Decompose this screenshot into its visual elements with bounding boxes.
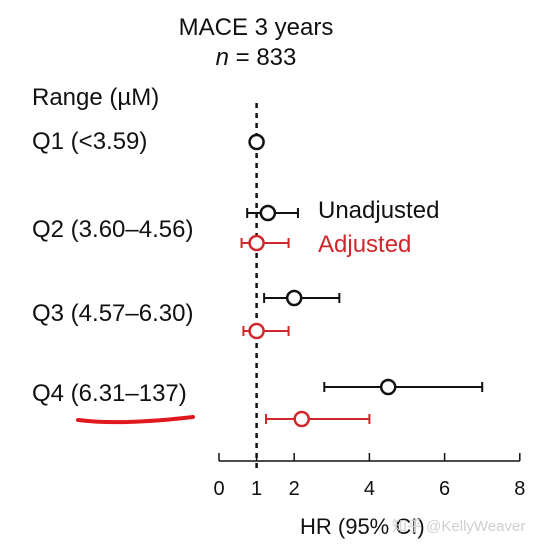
legend-unadjusted: Unadjusted: [318, 197, 440, 224]
chart-title: MACE 3 years: [178, 14, 334, 41]
x-tick-label-4: 4: [364, 478, 375, 500]
hr-point-adjusted-4: [293, 410, 310, 428]
legend-adjusted: Adjusted: [318, 231, 412, 258]
hr-point-unadjusted-2: [259, 204, 277, 222]
x-axis-label: HR (95% CI): [300, 514, 425, 539]
hr-point-unadjusted-3: [285, 289, 303, 307]
x-tick-label-0: 0: [213, 478, 224, 500]
watermark-text: 知乎 @KellyWeaver: [392, 518, 526, 535]
annotation-underline: [76, 415, 195, 425]
category-label-q3: Q3 (4.57–6.30): [32, 300, 194, 327]
category-label-q1: Q1 (<3.59): [32, 128, 148, 155]
category-label-q2: Q2 (3.60–4.56): [32, 216, 194, 243]
sample-size-value: = 833: [235, 44, 297, 71]
x-tick-label-1: 1: [251, 478, 262, 500]
sample-size-symbol: n: [215, 44, 229, 71]
hr-point-unadjusted-4: [379, 378, 397, 396]
x-tick-label-8: 8: [514, 478, 525, 500]
hr-point-adjusted-3: [248, 322, 265, 340]
x-tick-label-2: 2: [289, 478, 300, 500]
hr-point-unadjusted-1: [248, 133, 265, 151]
hr-point-adjusted-2: [248, 234, 265, 252]
chart-subtitle: n = 833: [0, 44, 512, 72]
category-label-q4: Q4 (6.31–137): [32, 380, 187, 407]
y-axis-label: Range (µM): [32, 84, 160, 111]
x-tick-label-6: 6: [439, 478, 450, 500]
